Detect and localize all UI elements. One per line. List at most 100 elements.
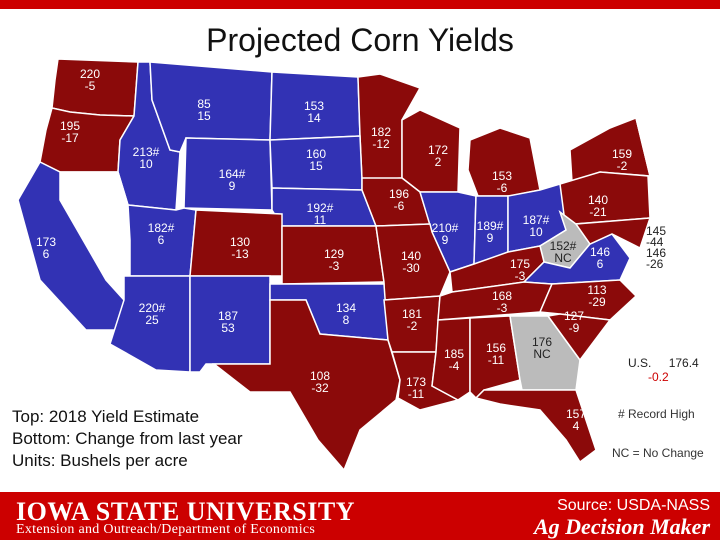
state-KS-yield-label: 129 (324, 247, 344, 261)
state-PA-change-label: -21 (589, 205, 607, 219)
state-NM-change-label: 53 (221, 321, 235, 335)
state-MO-change-label: -30 (402, 261, 420, 275)
east-label-2-change: -26 (646, 257, 664, 271)
state-OK-change-label: 8 (343, 313, 350, 327)
state-ND-yield-label: 153 (304, 99, 324, 113)
state-WY-yield-label: 164# (219, 167, 246, 181)
state-SC-change-label: -9 (569, 321, 580, 335)
state-AR-change-label: -2 (407, 319, 418, 333)
state-CO-change-label: -13 (231, 247, 249, 261)
state-AR-yield-label: 181 (402, 307, 422, 321)
state-ID-change-label: 10 (139, 157, 153, 171)
state-SC-yield-label: 127 (564, 309, 584, 323)
state-ID-yield-label: 213# (133, 145, 160, 159)
state-IN-change-label: 9 (487, 231, 494, 245)
state-NY-yield-label: 159 (612, 147, 632, 161)
state-LA-yield-label: 173 (406, 375, 426, 389)
state-AZ-yield-label: 220# (139, 301, 166, 315)
state-MT-change-label: 15 (197, 109, 211, 123)
state-OR-change-label: -17 (61, 131, 79, 145)
state-UT-yield-label: 182# (148, 221, 175, 235)
state-GA-change-label: NC (533, 347, 551, 361)
state-MS-yield-label: 185 (444, 347, 464, 361)
state-IA-change-label: -6 (394, 199, 405, 213)
state-FL-yield-label: 157 (566, 407, 586, 421)
state-UT-change-label: 6 (158, 233, 165, 247)
legend-line-3: Units: Bushels per acre (12, 451, 188, 470)
state-TN-yield-label: 168 (492, 289, 512, 303)
state-WY-change-label: 9 (229, 179, 236, 193)
state-AL-change-label: -11 (488, 353, 505, 367)
source-text: Source: USDA-NASS (557, 497, 710, 514)
state-NM-yield-label: 187 (218, 309, 238, 323)
state-WV-yield-label: 152# (550, 239, 577, 253)
state-AL-yield-label: 156 (486, 341, 506, 355)
state-SD-change-label: 15 (309, 159, 323, 173)
state-IA-yield-label: 196 (389, 187, 409, 201)
us-label: U.S. (628, 356, 652, 370)
state-MS-change-label: -4 (449, 359, 460, 373)
state-MO-yield-label: 140 (401, 249, 421, 263)
state-FL-change-label: 4 (573, 419, 580, 433)
state-NC-yield-label: 113 (587, 283, 606, 297)
state-TN-change-label: -3 (497, 301, 508, 315)
east-coast-labels: 145 -44 146 -26 (646, 224, 667, 271)
state-KY-yield-label: 175 (510, 257, 530, 271)
state-FL (474, 389, 597, 464)
east-label-2-yield: 146 (646, 246, 667, 260)
state-KS-change-label: -3 (329, 259, 340, 273)
state-OH-change-label: 10 (529, 225, 543, 239)
us-total: U.S. 176.4 -0.2 (628, 356, 699, 384)
state-IL-yield-label: 210# (432, 221, 459, 235)
footer-bar (0, 492, 720, 540)
state-SD-yield-label: 160 (306, 147, 326, 161)
state-SC (546, 313, 612, 362)
map-title: Projected Corn Yields (206, 22, 514, 58)
state-NY-change-label: -2 (617, 159, 628, 173)
state-WV-change-label: NC (554, 251, 572, 265)
state-VA-yield-label: 146 (590, 245, 610, 259)
state-PA-yield-label: 140 (588, 193, 608, 207)
state-KY-change-label: -3 (515, 269, 526, 283)
state-WI-change-label: 2 (435, 155, 442, 169)
state-MD-DE (574, 217, 652, 250)
us-yield: 176.4 (668, 356, 699, 370)
state-NE-yield-label: 192# (307, 201, 334, 215)
state-WA-change-label: -5 (85, 79, 96, 93)
state-MT-yield-label: 85 (197, 97, 211, 111)
state-NC-change-label: -29 (588, 295, 606, 309)
state-WA-yield-label: 220 (80, 67, 100, 81)
top-accent-bar (0, 0, 720, 9)
university-logo-text: IOWA STATE UNIVERSITY (16, 497, 355, 526)
state-ND-change-label: 14 (307, 111, 321, 125)
state-MN-yield-label: 182 (371, 125, 391, 139)
legend: Top: 2018 Yield Estimate Bottom: Change … (12, 406, 243, 472)
state-NE-change-label: 11 (314, 213, 327, 227)
state-CO-yield-label: 130 (230, 235, 250, 249)
department-text: Extension and Outreach/Department of Eco… (16, 522, 316, 537)
state-WI-yield-label: 172 (428, 143, 448, 157)
state-OH-yield-label: 187# (523, 213, 550, 227)
state-CA-yield-label: 173 (36, 235, 56, 249)
legend-line-2: Bottom: Change from last year (12, 429, 243, 448)
state-TX-yield-label: 108 (310, 369, 330, 383)
no-change-note: NC = No Change (612, 446, 704, 460)
state-MI-change-label: -6 (497, 181, 508, 195)
state-MI-yield-label: 153 (492, 169, 512, 183)
state-IN-yield-label: 189# (477, 219, 504, 233)
us-change: -0.2 (648, 370, 669, 384)
state-AZ-change-label: 25 (145, 313, 159, 327)
state-OR-yield-label: 195 (60, 119, 80, 133)
record-high-note: # Record High (618, 407, 695, 421)
state-CA-change-label: 6 (43, 247, 50, 261)
east-label-1-yield: 145 (646, 224, 667, 238)
state-TX-change-label: -32 (311, 381, 329, 395)
state-LA-change-label: -11 (408, 387, 425, 401)
state-VA-change-label: 6 (597, 257, 604, 271)
state-NE-region (635, 61, 717, 178)
state-OK-yield-label: 134 (336, 301, 356, 315)
state-MN-change-label: -12 (372, 137, 390, 151)
state-TX (211, 299, 401, 472)
ag-decision-maker-logo: Ag Decision Maker (534, 514, 710, 539)
